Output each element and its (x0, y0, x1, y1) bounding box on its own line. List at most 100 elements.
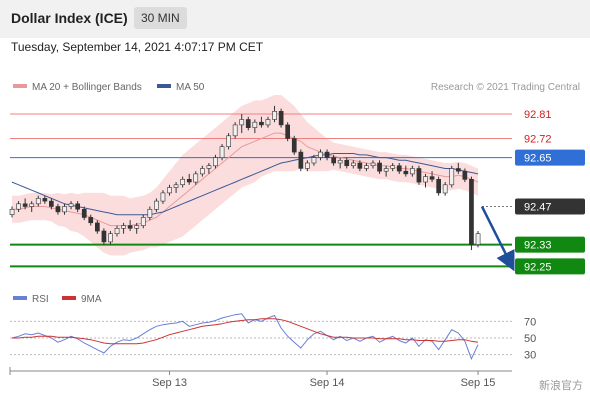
candle-body (436, 179, 442, 194)
candle-body (88, 217, 94, 224)
candle (337, 157, 343, 169)
level-tag-label: 92.25 (524, 261, 552, 273)
candle (331, 154, 337, 166)
candle (370, 160, 376, 169)
candle-body (206, 165, 212, 169)
candle (88, 214, 94, 226)
rsi-tick-label: 50 (524, 333, 536, 345)
candle (48, 198, 54, 210)
price-levels (10, 113, 512, 268)
ma50-legend-swatch (157, 84, 171, 88)
rsi-grid: 70 50 30 (10, 316, 536, 362)
candle (436, 176, 442, 196)
rsi-lines (11, 313, 479, 361)
candle-body (121, 225, 126, 229)
candle-body (350, 162, 356, 167)
candle-body (29, 203, 35, 207)
ma50-line (11, 153, 479, 216)
candle-body (22, 203, 28, 207)
watermark: 新浪官方 (539, 378, 583, 392)
candle (265, 116, 271, 128)
rsi-legend-label: RSI (32, 294, 49, 305)
candle-body (396, 165, 402, 172)
candle (364, 163, 369, 172)
candle (62, 203, 67, 215)
candle (252, 119, 258, 134)
candle (186, 173, 192, 185)
candle (455, 163, 461, 174)
candle-body (337, 160, 343, 164)
candle (259, 116, 264, 128)
candle-body (213, 157, 218, 167)
candle (285, 122, 291, 142)
candle-body (186, 179, 192, 183)
level-tag-current: 92.47 (515, 198, 585, 215)
timeframe-badge[interactable]: 30 MIN (134, 7, 187, 29)
candle (154, 198, 159, 212)
candle (121, 222, 126, 234)
level-tag-bg (515, 198, 585, 215)
candle-body (68, 203, 74, 207)
candle (357, 160, 363, 172)
rsi-legend: RSI 9MA (13, 294, 102, 305)
candle-body (180, 179, 186, 186)
candle-body (16, 203, 21, 210)
candle (206, 163, 212, 174)
candle (304, 160, 310, 172)
x-axis-label: Sep 15 (461, 377, 496, 389)
candle-body (383, 168, 389, 172)
candle-body (219, 146, 225, 158)
candle (311, 154, 317, 166)
candle (423, 173, 428, 188)
candle-body (200, 168, 205, 175)
forecast-arrow (480, 205, 515, 272)
candle (108, 231, 113, 245)
x-axis: Sep 13 Sep 14 Sep 15 (9, 367, 512, 389)
bollinger-band (12, 95, 478, 256)
candle-body (462, 170, 468, 180)
rsi-line (11, 313, 479, 361)
candle-body (357, 162, 363, 169)
price-level-tags: 92.81 92.72 92.65 92.47 92.33 92.25 (515, 109, 585, 275)
rsi-ma-legend-label: 9MA (81, 294, 102, 305)
candle (127, 220, 133, 232)
candle-body (252, 121, 258, 128)
candle-body (364, 165, 369, 169)
candle (200, 165, 205, 177)
chart-header: Dollar Index (ICE) 30 MIN (0, 0, 590, 38)
candle-body (344, 160, 350, 167)
candle-body (311, 157, 317, 164)
candle-body (265, 119, 271, 126)
candle (278, 108, 284, 128)
ma50-legend-label: MA 50 (176, 82, 205, 93)
candle-body (272, 110, 277, 120)
candle (442, 182, 448, 196)
candle (29, 201, 35, 212)
forecast-arrow-line (480, 205, 515, 272)
candle (291, 135, 297, 155)
candle (140, 214, 146, 229)
candle-body (416, 168, 422, 183)
level-tag-pivot: 92.65 (515, 149, 585, 166)
candle-body (42, 198, 48, 202)
candle (101, 228, 107, 245)
candle-body (154, 200, 159, 210)
chart-title: Dollar Index (ICE) (11, 10, 128, 26)
candle (429, 171, 435, 183)
candle-body (62, 206, 67, 213)
candle-body (403, 170, 409, 175)
candle (383, 165, 389, 177)
candle-body (48, 200, 54, 207)
candle-body (469, 179, 474, 245)
candle-body (239, 119, 245, 126)
candle (318, 149, 323, 161)
candle (75, 201, 80, 212)
candle (16, 201, 21, 212)
candle-body (291, 138, 297, 153)
level-tag-label: 92.33 (524, 240, 552, 252)
candle (377, 160, 382, 174)
candle-body (331, 157, 337, 164)
candle (173, 182, 179, 193)
candle (344, 157, 350, 169)
candle (226, 133, 232, 150)
